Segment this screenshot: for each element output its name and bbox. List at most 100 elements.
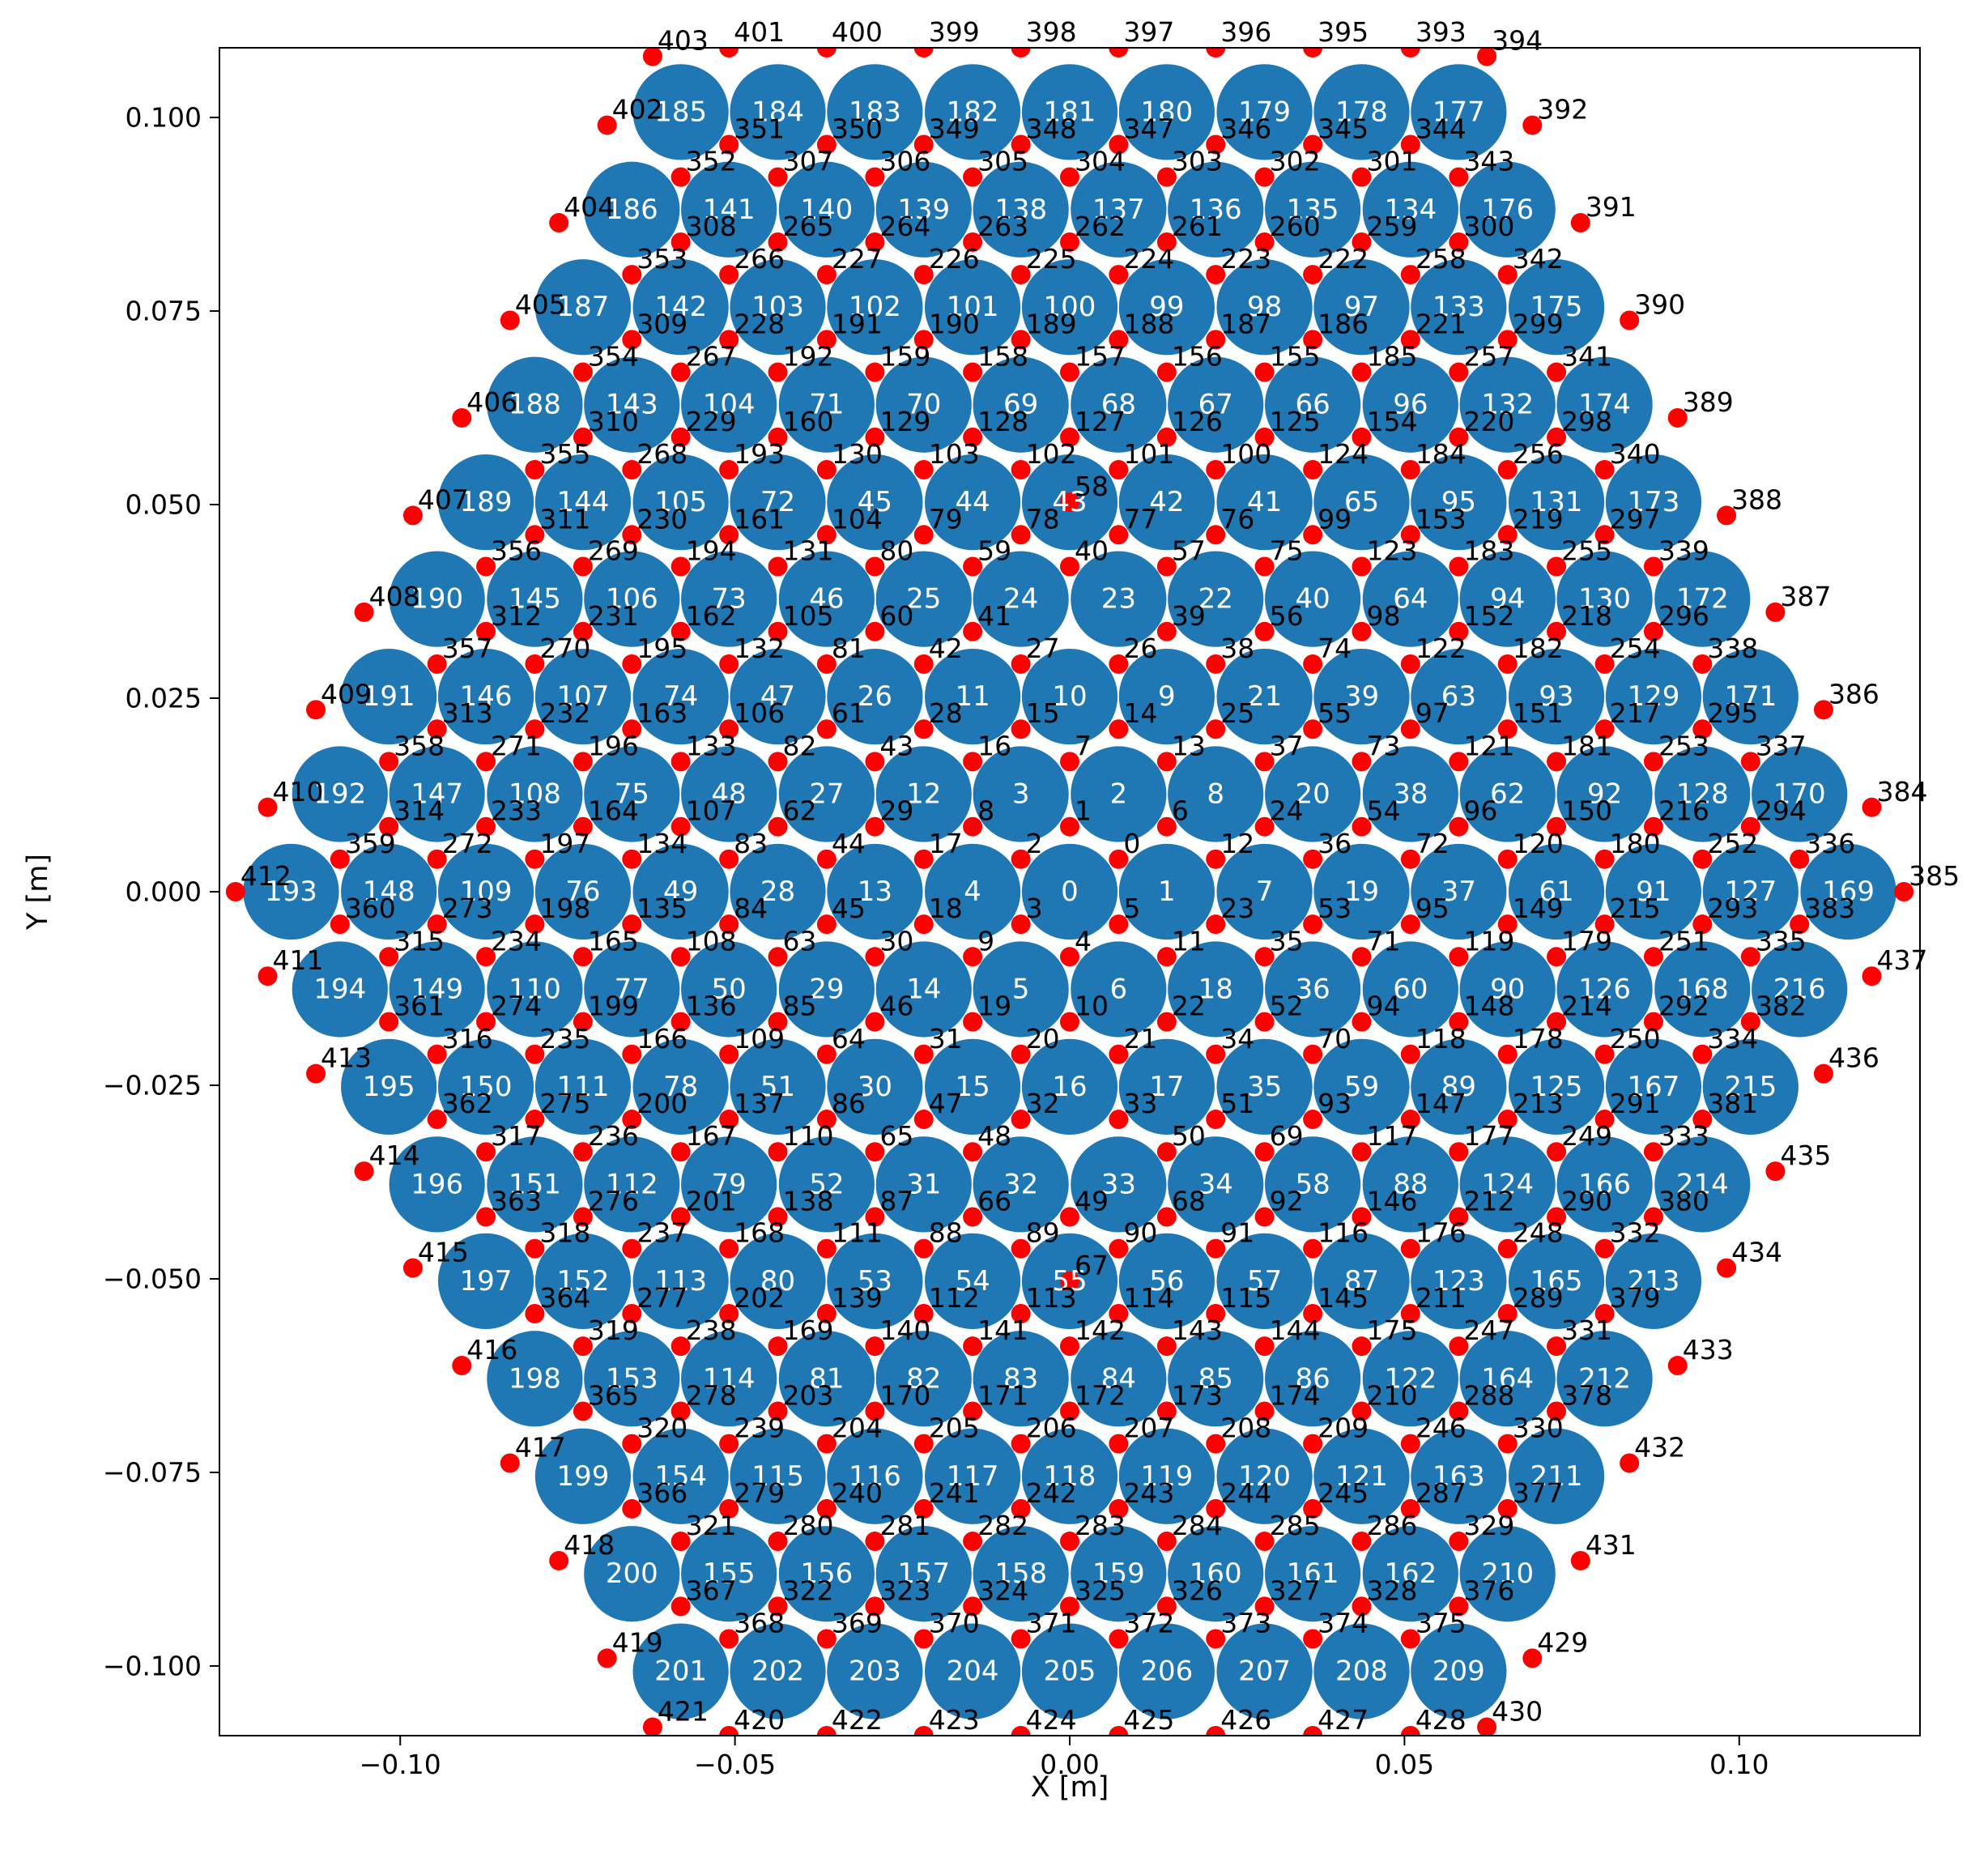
grid-point [865, 362, 885, 382]
lattice-circle [730, 843, 826, 940]
grid-point-label: 205 [929, 1412, 980, 1444]
lattice-circle [1459, 551, 1556, 647]
grid-point-label: 158 [977, 341, 1028, 373]
circle-label: 93 [1539, 680, 1573, 713]
grid-point [719, 48, 739, 58]
grid-point-label: 96 [1463, 795, 1497, 827]
grid-point-label: 228 [734, 308, 785, 339]
grid-point-label: 298 [1561, 406, 1612, 437]
grid-point-label: 155 [1270, 341, 1321, 373]
grid-point [670, 167, 691, 187]
grid-point-label: 47 [929, 1088, 963, 1119]
lattice-circle [1362, 941, 1458, 1038]
grid-point-label: 174 [1270, 1379, 1321, 1411]
grid-point [719, 1726, 739, 1736]
circle-label: 7 [1256, 876, 1274, 908]
grid-point [622, 914, 642, 935]
grid-point-label: 360 [345, 893, 396, 924]
grid-point [1352, 167, 1372, 187]
lattice-circle [1118, 454, 1215, 551]
grid-point [1497, 1044, 1518, 1064]
grid-point [913, 1238, 934, 1259]
grid-point [768, 947, 788, 967]
grid-point-label: 315 [394, 925, 445, 957]
grid-point-label: 17 [929, 828, 963, 859]
grid-point-label: 91 [1220, 1217, 1254, 1249]
grid-point-label: 11 [1172, 925, 1206, 957]
circle-label: 31 [906, 1168, 941, 1200]
grid-point [622, 1110, 642, 1130]
grid-point-label: 410 [273, 776, 324, 807]
grid-point [1570, 213, 1590, 233]
grid-point [963, 1336, 983, 1357]
grid-point-label: 9 [977, 925, 994, 957]
grid-point-label: 288 [1463, 1379, 1514, 1411]
grid-point-label: 184 [1415, 438, 1467, 470]
circle-label: 60 [1393, 973, 1428, 1005]
grid-point-label: 284 [1172, 1510, 1223, 1541]
grid-point-label: 206 [1026, 1412, 1077, 1444]
circle-label: 70 [906, 389, 941, 421]
circle-label: 168 [1676, 973, 1729, 1005]
grid-point-label: 100 [1220, 438, 1271, 470]
grid-point [913, 654, 934, 674]
grid-point [427, 1044, 447, 1064]
grid-point-label: 102 [1026, 438, 1077, 470]
grid-point [427, 914, 447, 935]
grid-point [1620, 1453, 1640, 1473]
grid-point-label: 435 [1780, 1140, 1831, 1171]
circle-label: 62 [1490, 778, 1525, 811]
grid-point-label: 322 [783, 1574, 834, 1606]
grid-point-label: 272 [442, 828, 493, 859]
grid-point-label: 278 [686, 1379, 737, 1411]
lattice-circle [1459, 1526, 1556, 1622]
lattice-circle [875, 1331, 972, 1427]
circle-label: 119 [1140, 1460, 1193, 1493]
grid-point [670, 1142, 691, 1162]
grid-point [1206, 719, 1226, 739]
grid-point [719, 330, 739, 350]
grid-point-label: 235 [539, 1023, 590, 1055]
lattice-circle [1313, 1038, 1410, 1136]
circle-label: 39 [1344, 680, 1379, 713]
circle-label: 191 [363, 680, 415, 713]
grid-point-label: 150 [1561, 795, 1612, 827]
grid-point-label: 265 [783, 211, 834, 242]
circle-label: 148 [363, 876, 415, 908]
grid-point [1643, 556, 1663, 577]
grid-point-label: 400 [832, 16, 883, 48]
grid-point [865, 947, 885, 967]
grid-point [865, 167, 885, 187]
grid-point-label: 30 [879, 925, 913, 957]
grid-point-label: 69 [1270, 1120, 1304, 1152]
grid-point-label: 256 [1513, 438, 1564, 470]
grid-point-label: 136 [686, 991, 737, 1022]
grid-point-label: 233 [491, 795, 542, 827]
lattice-circle [973, 1136, 1069, 1233]
grid-point-label: 77 [1123, 503, 1157, 535]
circle-label: 16 [1052, 1071, 1087, 1103]
grid-point-label: 151 [1513, 697, 1564, 729]
circle-label: 152 [556, 1265, 609, 1297]
grid-point [1740, 947, 1760, 967]
grid-point [306, 700, 326, 720]
grid-point [1206, 134, 1226, 155]
circle-label: 51 [760, 1071, 795, 1103]
grid-point [670, 816, 691, 837]
grid-point [719, 1110, 739, 1130]
circle-label: 11 [955, 680, 990, 713]
grid-point-label: 104 [832, 503, 883, 535]
lattice-circle [1654, 1136, 1751, 1233]
lattice-circle [1654, 551, 1751, 647]
lattice-circle [1411, 1038, 1507, 1136]
grid-point [379, 947, 399, 967]
grid-point [525, 654, 545, 674]
lattice-circle [1362, 746, 1458, 842]
grid-point-label: 336 [1804, 828, 1855, 859]
lattice-circle [1168, 1136, 1264, 1233]
grid-point-label: 375 [1415, 1608, 1467, 1639]
grid-point-label: 107 [686, 795, 737, 827]
circle-label: 89 [1441, 1071, 1476, 1103]
circle-label: 213 [1627, 1265, 1679, 1297]
grid-point [1254, 167, 1275, 187]
